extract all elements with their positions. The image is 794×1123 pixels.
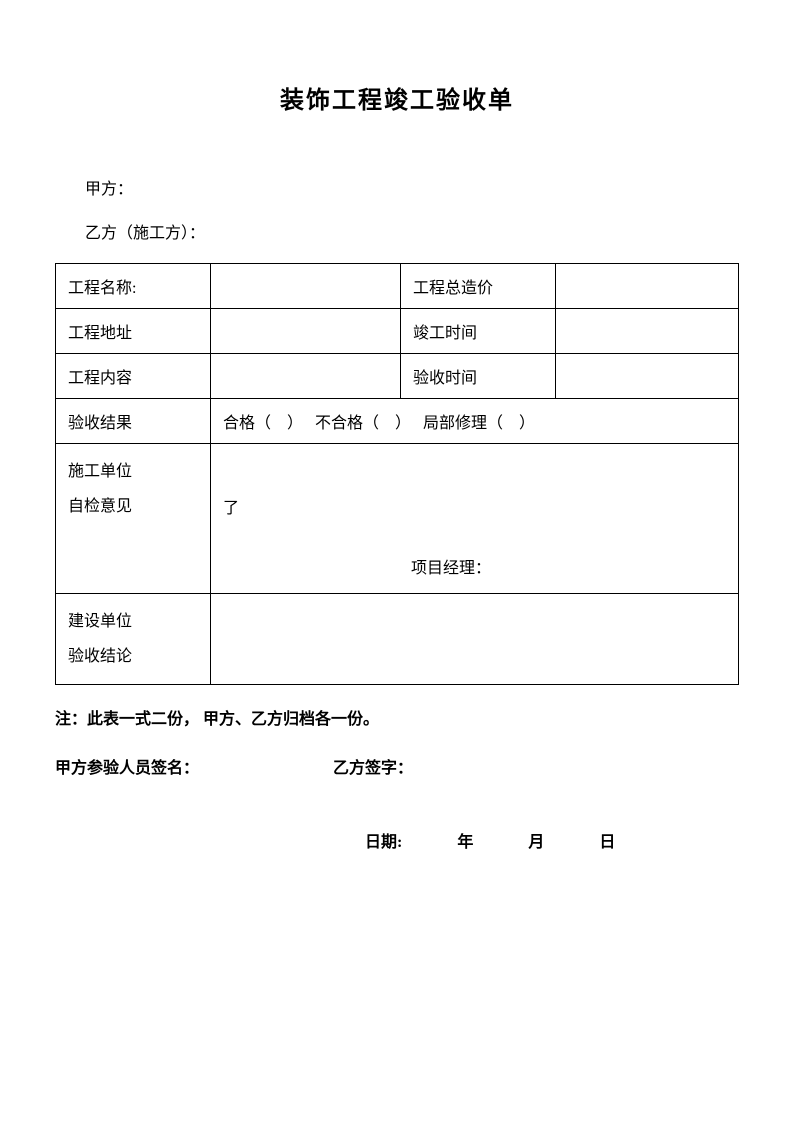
acceptance-table: 工程名称: 工程总造价 工程地址 竣工时间 工程内容 验收时间 验收结果 合格（…: [55, 263, 739, 685]
acceptance-time-value: [556, 354, 739, 399]
self-check-label-1: 施工单位: [68, 454, 198, 489]
completion-time-label: 竣工时间: [401, 309, 556, 354]
self-check-content: 了 项目经理：: [211, 444, 739, 594]
conclusion-label-2: 验收结论: [68, 639, 198, 674]
note-text: 注：此表一式二份， 甲方、乙方归档各一份。: [55, 705, 739, 729]
day-label: 日: [599, 834, 615, 851]
project-content-label: 工程内容: [56, 354, 211, 399]
conclusion-label-1: 建设单位: [68, 604, 198, 639]
signature-line: 甲方参验人员签名： 乙方签字：: [55, 754, 739, 778]
self-check-label-2: 自检意见: [68, 489, 198, 524]
date-line: 日期: 年 月 日: [55, 828, 739, 852]
conclusion-label: 建设单位 验收结论: [56, 594, 211, 685]
self-check-label: 施工单位 自检意见: [56, 444, 211, 594]
project-content-value: [211, 354, 401, 399]
table-row: 工程名称: 工程总造价: [56, 264, 739, 309]
project-address-value: [211, 309, 401, 354]
project-name-label: 工程名称:: [56, 264, 211, 309]
table-row: 验收结果 合格（ ） 不合格（ ） 局部修理（ ）: [56, 399, 739, 444]
table-row: 施工单位 自检意见 了 项目经理：: [56, 444, 739, 594]
acceptance-time-label: 验收时间: [401, 354, 556, 399]
table-row: 工程地址 竣工时间: [56, 309, 739, 354]
party-a-line: 甲方：: [55, 175, 739, 199]
acceptance-result-label: 验收结果: [56, 399, 211, 444]
signature-b-label: 乙方签字：: [333, 754, 413, 778]
table-row: 建设单位 验收结论: [56, 594, 739, 685]
self-check-text: 了: [223, 494, 239, 518]
project-address-label: 工程地址: [56, 309, 211, 354]
table-row: 工程内容 验收时间: [56, 354, 739, 399]
date-label: 日期:: [365, 834, 402, 851]
month-label: 月: [528, 834, 544, 851]
total-cost-label: 工程总造价: [401, 264, 556, 309]
year-label: 年: [457, 834, 473, 851]
completion-time-value: [556, 309, 739, 354]
signature-a-label: 甲方参验人员签名：: [55, 760, 199, 777]
document-title: 装饰工程竣工验收单: [55, 80, 739, 115]
acceptance-result-options: 合格（ ） 不合格（ ） 局部修理（ ）: [211, 399, 739, 444]
total-cost-value: [556, 264, 739, 309]
conclusion-value: [211, 594, 739, 685]
project-manager-label: 项目经理：: [411, 554, 491, 578]
project-name-value: [211, 264, 401, 309]
party-b-line: 乙方（施工方）：: [55, 219, 739, 243]
